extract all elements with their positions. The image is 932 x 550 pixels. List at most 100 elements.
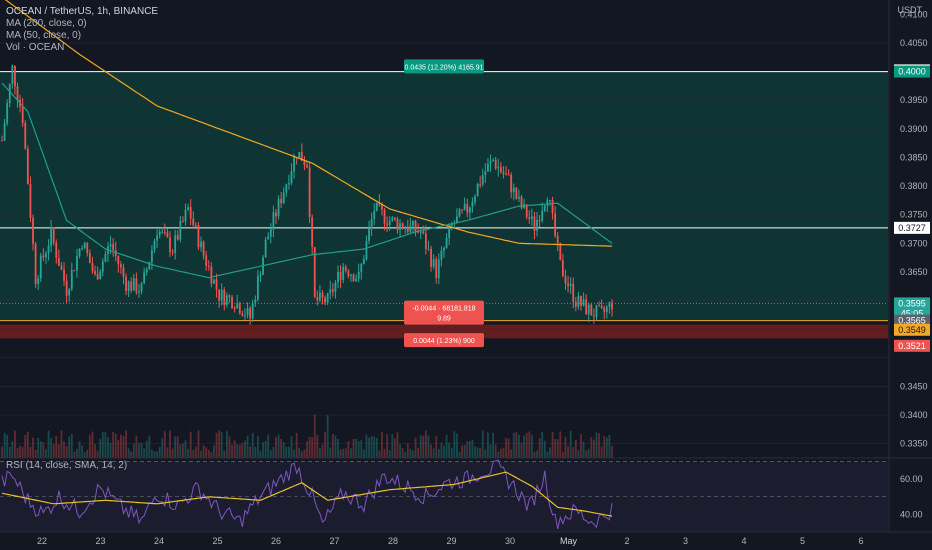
time-axis-label: 30	[505, 536, 515, 546]
candle-body	[344, 266, 347, 271]
volume-bar	[484, 449, 487, 458]
candle-body	[406, 227, 409, 232]
volume-legend[interactable]: Vol · OCEAN	[6, 42, 65, 53]
volume-bar	[605, 437, 608, 458]
volume-bar	[308, 436, 311, 458]
volume-bar	[432, 448, 435, 458]
volume-bar	[574, 439, 577, 458]
volume-bar	[197, 430, 200, 458]
volume-bar	[528, 431, 531, 458]
candle-body	[572, 283, 575, 302]
candle-body	[205, 255, 208, 266]
candle-body	[241, 313, 244, 316]
candle-body	[499, 166, 502, 172]
candle-body	[269, 229, 272, 237]
candle-body	[42, 255, 45, 258]
candle-body	[303, 160, 306, 165]
volume-bar	[399, 444, 401, 458]
candle-body	[515, 187, 518, 199]
currency-label: USDT	[897, 5, 923, 15]
time-axis-label: 29	[446, 536, 456, 546]
volume-bar	[112, 431, 115, 458]
volume-bar	[326, 415, 329, 458]
volume-bar	[530, 435, 533, 458]
candle-body	[194, 225, 197, 227]
volume-bar	[207, 449, 210, 458]
candle-body	[479, 184, 482, 186]
candle-body	[393, 217, 396, 220]
time-axis-label: 2	[624, 536, 629, 546]
volume-bar	[567, 446, 569, 458]
candle-body	[231, 297, 233, 308]
candle-body	[156, 235, 158, 241]
price-label-text: 0.3549	[898, 325, 926, 335]
candle-body	[86, 242, 89, 254]
volume-bar	[587, 448, 590, 458]
volume-bar	[494, 444, 497, 458]
candle-body	[65, 280, 68, 296]
volume-bar	[590, 437, 593, 458]
volume-bar	[182, 443, 184, 458]
volume-bar	[311, 437, 314, 458]
volume-bar	[458, 451, 461, 458]
candle-body	[316, 297, 319, 301]
volume-bar	[471, 440, 474, 458]
candle-body	[63, 269, 65, 281]
rsi-legend[interactable]: RSI (14, close, SMA, 14, 2)	[6, 460, 128, 471]
candle-body	[254, 299, 257, 304]
candle-body	[14, 65, 16, 87]
volume-bar	[135, 435, 138, 458]
volume-bar	[577, 450, 580, 458]
price-label-0.3521	[894, 339, 930, 352]
time-axis-label: 22	[37, 536, 47, 546]
candle-body	[148, 261, 151, 270]
volume-bar	[406, 443, 409, 458]
candle-body	[443, 247, 445, 251]
candle-body	[202, 241, 205, 256]
volume-bar	[16, 447, 19, 458]
volume-bar	[138, 443, 140, 458]
candle-body	[487, 163, 489, 172]
volume-bar	[492, 432, 495, 458]
candle-body	[494, 159, 497, 169]
candle-body	[590, 304, 593, 316]
volume-bar	[145, 440, 148, 458]
volume-bar	[383, 449, 386, 458]
volume-bar	[313, 414, 316, 458]
price-label-0.3727	[894, 221, 930, 234]
volume-bar	[119, 434, 122, 458]
ma200-legend[interactable]: MA (200, close, 0)	[6, 18, 87, 29]
volume-bar	[497, 451, 500, 458]
volume-bar	[256, 435, 259, 458]
volume-bar	[1, 446, 3, 458]
candle-body	[233, 307, 236, 309]
candle-body	[512, 187, 515, 193]
candle-body	[130, 281, 133, 291]
volume-bar	[189, 431, 192, 458]
candle-body	[549, 200, 551, 202]
volume-bar	[127, 448, 130, 458]
volume-bar	[561, 451, 564, 458]
symbol-title[interactable]: OCEAN / TetherUS, 1h, BINANCE	[6, 6, 159, 17]
candle-body	[556, 235, 559, 243]
volume-bar	[303, 449, 306, 458]
candle-body	[52, 227, 55, 243]
candle-body	[510, 174, 513, 193]
volume-bar	[538, 438, 541, 458]
candle-body	[580, 295, 582, 306]
volume-bar	[282, 442, 285, 458]
candle-body	[505, 174, 507, 176]
volume-bar	[381, 431, 383, 458]
price-label-text: 0.4000	[898, 67, 926, 77]
time-axis-label: 28	[388, 536, 398, 546]
ma50-legend[interactable]: MA (50, close, 0)	[6, 30, 82, 41]
volume-bar	[556, 439, 559, 458]
candle-body	[78, 248, 81, 257]
volume-bar	[169, 430, 171, 458]
volume-bar	[264, 441, 267, 458]
volume-bar	[569, 430, 572, 458]
volume-bar	[342, 448, 345, 458]
candle-body	[47, 245, 50, 254]
price-label-text: 0.3521	[898, 341, 926, 351]
